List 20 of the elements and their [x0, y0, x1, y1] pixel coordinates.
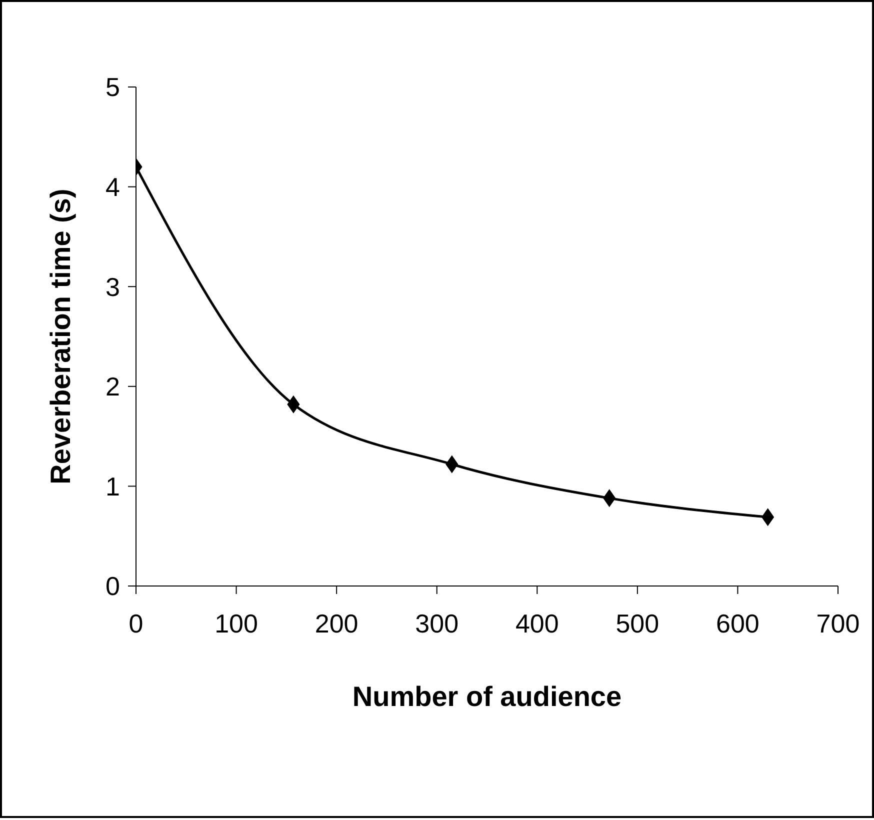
y-tick-label: 4	[106, 172, 120, 202]
x-tick-label: 100	[214, 608, 258, 638]
point	[287, 395, 300, 414]
y-axis-title: Reverberation time (s)	[44, 188, 76, 484]
point	[603, 489, 616, 508]
x-axis-title: Number of audience	[352, 681, 622, 712]
x-tick-label: 600	[716, 608, 760, 638]
point	[446, 455, 458, 474]
x-tick-label: 300	[415, 608, 459, 638]
y-tick-label: 3	[106, 272, 120, 302]
x-tick-label: 700	[816, 608, 860, 638]
x-tick-label: 500	[616, 608, 660, 638]
y-tick-label: 0	[106, 571, 120, 602]
y-tick-label: 2	[106, 372, 120, 402]
y-tick-label: 5	[106, 72, 120, 102]
y-tick-label: 1	[106, 471, 120, 502]
x-tick-label: 400	[515, 608, 559, 638]
x-tick-label: 0	[128, 608, 144, 638]
point	[762, 508, 774, 526]
x-tick-label: 200	[314, 608, 358, 638]
